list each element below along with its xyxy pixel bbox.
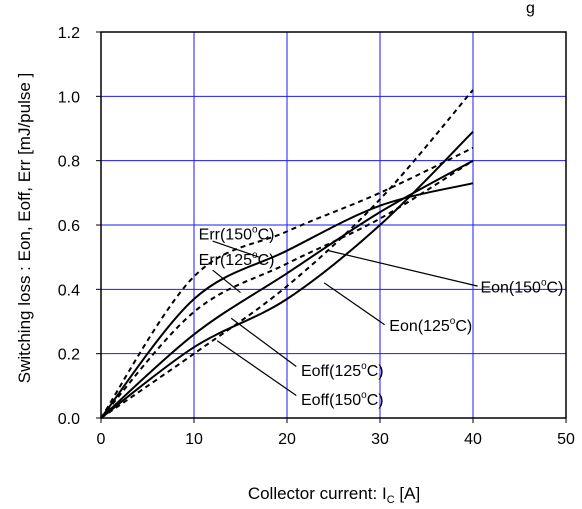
annotation-label: Eoff(125oC) [301, 361, 384, 380]
x-tick-label: 40 [464, 431, 482, 448]
annotation-label: Err(125oC) [199, 250, 275, 269]
y-tick-label: 1.2 [58, 25, 80, 42]
series-line-eoff-150-c [100, 182, 474, 419]
series-line-eoff-125-c [100, 159, 474, 419]
x-axis-label: Collector current: IC [A] [248, 484, 420, 506]
annotation-label: Err(150oC) [199, 224, 275, 243]
series-line-err-125-c [100, 89, 474, 419]
annotation-leader-line [212, 269, 241, 294]
x-tick-label: 20 [278, 431, 296, 448]
annotation-leader-line [216, 340, 297, 396]
annotation-leader-line [328, 250, 478, 287]
y-tick-label: 1.0 [58, 89, 80, 106]
y-tick-label: 0.8 [58, 154, 80, 171]
x-tick-label: 50 [557, 431, 575, 448]
y-tick-label: 0.0 [58, 411, 80, 428]
annotation-leader-line [230, 317, 297, 368]
annotation-leader-line [212, 240, 260, 258]
x-tick-label: 30 [371, 431, 389, 448]
series-line-eon-150-c [100, 159, 474, 419]
annotation-label: Eoff(150oC) [301, 390, 384, 409]
x-tick-label: 0 [97, 431, 106, 448]
y-axis-label: Switching loss : Eon, Eoff, Err [mJ/puls… [15, 73, 34, 384]
plot-grid [101, 32, 566, 418]
annotation-group: Err(150oC) Err(125oC) Eon(150oC) Eon(125oC)… [199, 224, 564, 409]
y-tick-label: 0.6 [58, 218, 80, 235]
annotation-label: Eon(150oC) [480, 278, 563, 297]
y-tick-label: 0.4 [58, 282, 80, 299]
chart-title-fragment: g [526, 0, 535, 17]
y-tick-label: 0.2 [58, 347, 80, 364]
series-group [100, 89, 474, 419]
annotation-label: Eon(125oC) [389, 316, 472, 335]
series-line-eon-125-c [100, 130, 474, 419]
x-tick-label: 10 [185, 431, 203, 448]
tick-labels: 0 10 20 30 40 50 0.0 0.2 0.4 0.6 0.8 1.0 1.2 [58, 25, 575, 448]
annotation-leader-line [323, 282, 385, 326]
